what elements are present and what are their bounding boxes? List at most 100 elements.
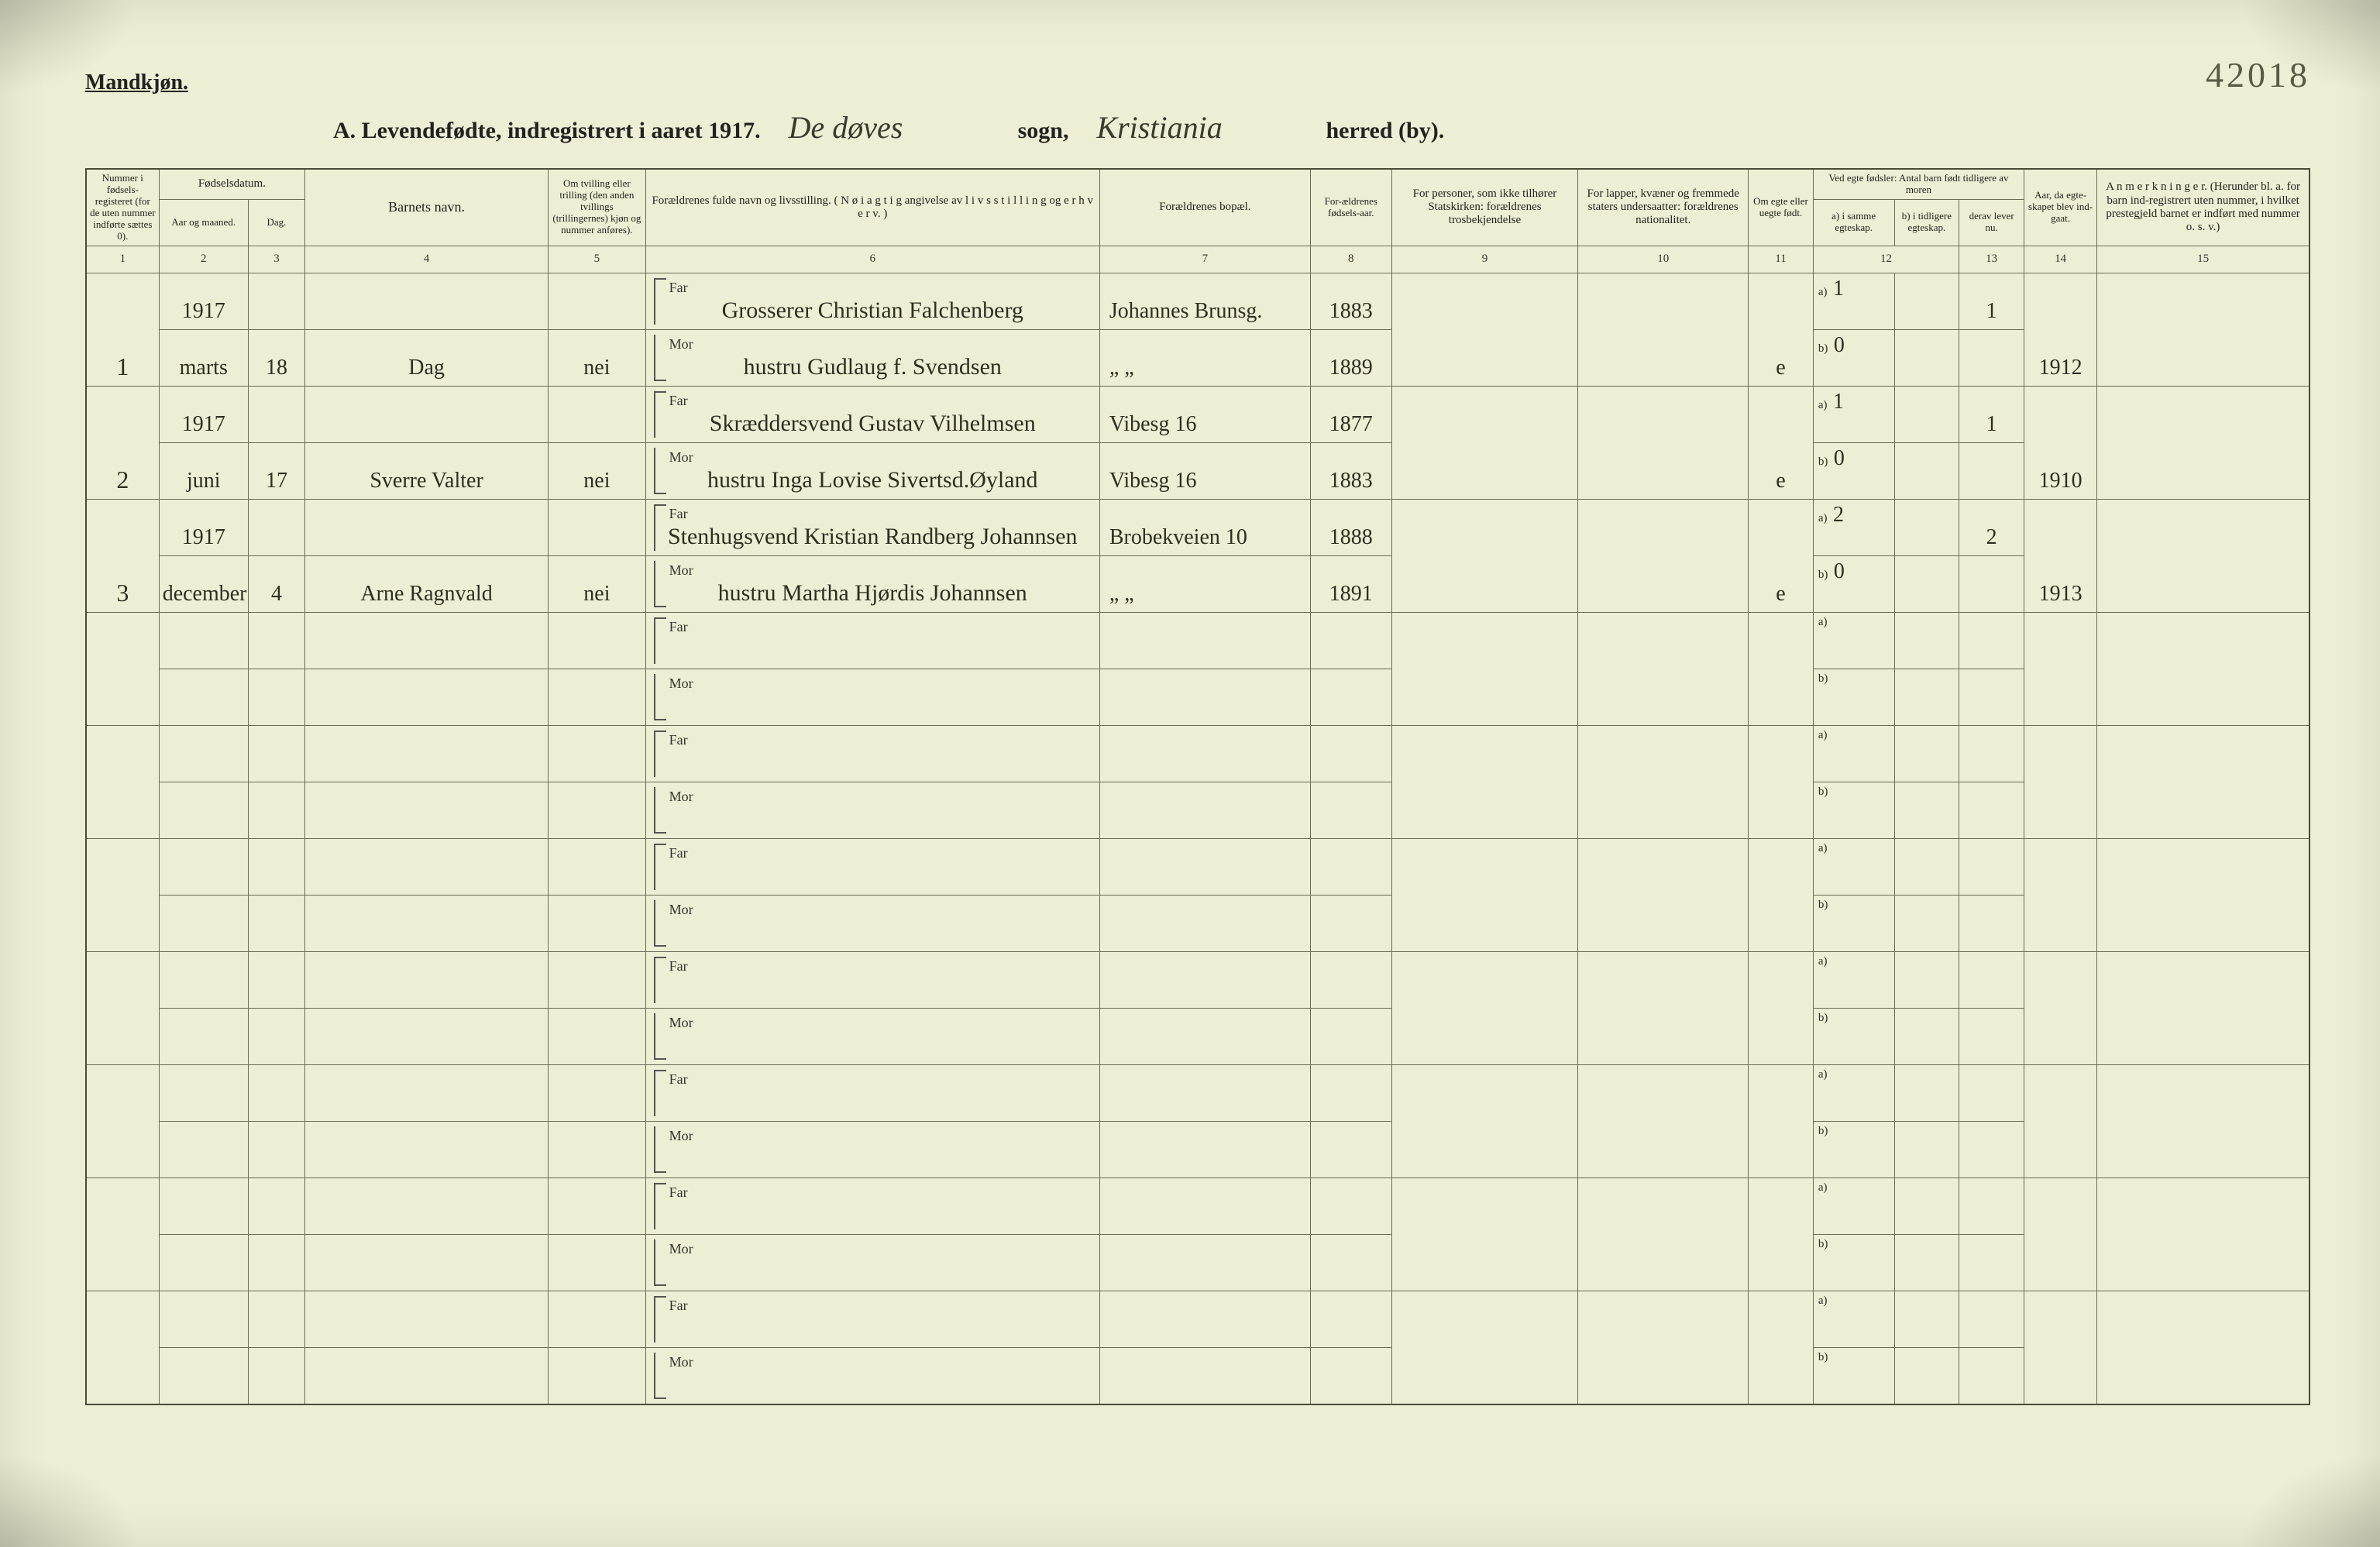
children-b: b) — [1813, 782, 1894, 838]
children-a: a) — [1813, 725, 1894, 782]
colnum: 15 — [2097, 246, 2309, 273]
record-row-mor: juni17Sverre ValterneiMorhustru Inga Lov… — [86, 442, 2309, 499]
mother-cell: Mor — [645, 1121, 1099, 1177]
birth-month: juni — [159, 442, 248, 499]
colnum: 1 — [86, 246, 159, 273]
col-8-header: For-ældrenes fødsels-aar. — [1310, 169, 1391, 246]
col-13-header: derav lever nu. — [1959, 199, 2024, 246]
empty-row-far: Fara) — [86, 612, 2309, 669]
table-head: Nummer i fødsels-registeret (for de uten… — [86, 169, 2309, 273]
children-a: a) 2 — [1813, 499, 1894, 555]
col-5-header: Om tvilling eller trilling (den anden tv… — [549, 169, 646, 246]
remarks — [2097, 499, 2309, 612]
children-living: 2 — [1959, 499, 2024, 555]
children-a: a) — [1813, 838, 1894, 895]
legitimacy: e — [1749, 499, 1814, 612]
residence-mother: Vibesg 16 — [1099, 442, 1310, 499]
record-number: 1 — [86, 273, 159, 386]
colnum: 9 — [1391, 246, 1578, 273]
birth-year: 1917 — [159, 273, 248, 329]
children-a: a) — [1813, 951, 1894, 1008]
empty-row-mor: Mor b) — [86, 1234, 2309, 1291]
title-prefix: A. Levendefødte, indregistrert i aaret 1… — [333, 118, 761, 144]
remarks — [2097, 273, 2309, 386]
mother-birthyear: 1891 — [1310, 555, 1391, 612]
empty-row-far: Fara) — [86, 725, 2309, 782]
col-7-header: Forældrenes bopæl. — [1099, 169, 1310, 246]
record-row-mor: december4Arne RagnvaldneiMorhustru Marth… — [86, 555, 2309, 612]
children-b: b) — [1813, 1234, 1894, 1291]
mother-birthyear: 1883 — [1310, 442, 1391, 499]
colnum: 13 — [1959, 246, 2024, 273]
col-12a-header: a) i samme egteskap. — [1813, 199, 1894, 246]
father-cell: Far — [645, 1177, 1099, 1234]
children-a: a) — [1813, 1291, 1894, 1347]
colnum: 5 — [549, 246, 646, 273]
children-b: b) — [1813, 895, 1894, 951]
residence-mother: „ „ — [1099, 329, 1310, 386]
children-a: a) 1 — [1813, 273, 1894, 329]
mother-cell: Mor — [645, 669, 1099, 725]
colnum: 14 — [2024, 246, 2096, 273]
father-birthyear: 1883 — [1310, 273, 1391, 329]
col-12-top-header: Ved egte fødsler: Antal barn født tidlig… — [1813, 169, 2024, 199]
col-4-header: Barnets navn. — [305, 169, 549, 246]
children-b: b) — [1813, 1008, 1894, 1064]
twin-status: nei — [549, 442, 646, 499]
marriage-year: 1912 — [2024, 273, 2096, 386]
col-11-header: Om egte eller uegte født. — [1749, 169, 1814, 246]
header-row-2: A. Levendefødte, indregistrert i aaret 1… — [85, 109, 2310, 146]
empty-row-mor: Mor b) — [86, 669, 2309, 725]
children-b: b) 0 — [1813, 329, 1894, 386]
shadow — [0, 0, 139, 93]
empty-row-mor: Morb) — [86, 1347, 2309, 1404]
children-b: b) — [1813, 669, 1894, 725]
empty-row-far: Far a) — [86, 838, 2309, 895]
empty-row-mor: Morb) — [86, 1008, 2309, 1064]
col-10-header: For lapper, kvæner og fremmede staters u… — [1578, 169, 1749, 246]
mother-birthyear: 1889 — [1310, 329, 1391, 386]
sogn-label: sogn, — [1018, 118, 1069, 144]
record-row-far: 11917FarGrosserer Christian FalchenbergJ… — [86, 273, 2309, 329]
header-row-1: Mandkjøn. 42018 — [85, 54, 2310, 95]
col-fodselsdatum-header: Fødselsdatum. — [159, 169, 304, 199]
mother-cell: Mor — [645, 1234, 1099, 1291]
children-a: a) 1 — [1813, 386, 1894, 442]
col-9-header: For personer, som ikke tilhører Statskir… — [1391, 169, 1578, 246]
colnum: 3 — [248, 246, 304, 273]
father-cell: Far — [645, 838, 1099, 895]
col-6-header: Forældrenes fulde navn og livsstilling. … — [645, 169, 1099, 246]
birth-day: 18 — [248, 329, 304, 386]
col-15-header: A n m e r k n i n g e r. (Herunder bl. a… — [2097, 169, 2309, 246]
shadow — [0, 1454, 139, 1547]
child-name: Sverre Valter — [305, 442, 549, 499]
col-12b-header: b) i tidligere egteskap. — [1894, 199, 1959, 246]
colnum: 12 — [1813, 246, 1959, 273]
ledger-table: Nummer i fødsels-registeret (for de uten… — [85, 168, 2310, 1405]
empty-row-far: Far a) — [86, 1291, 2309, 1347]
col-3-header: Dag. — [248, 199, 304, 246]
children-b: b) — [1813, 1347, 1894, 1404]
colnum: 10 — [1578, 246, 1749, 273]
children-b: b) 0 — [1813, 442, 1894, 499]
father-cell: Far — [645, 951, 1099, 1008]
residence-mother: „ „ — [1099, 555, 1310, 612]
colnum: 6 — [645, 246, 1099, 273]
birth-month: december — [159, 555, 248, 612]
birth-day: 17 — [248, 442, 304, 499]
residence-father: Brobekveien 10 — [1099, 499, 1310, 555]
colnum: 7 — [1099, 246, 1310, 273]
children-living: 1 — [1959, 386, 2024, 442]
twin-status: nei — [549, 329, 646, 386]
col-1-header: Nummer i fødsels-registeret (for de uten… — [86, 169, 159, 246]
residence-father: Johannes Brunsg. — [1099, 273, 1310, 329]
empty-row-mor: Morb) — [86, 1121, 2309, 1177]
children-b: b) 0 — [1813, 555, 1894, 612]
children-living: 1 — [1959, 273, 2024, 329]
herred-label: herred (by). — [1326, 118, 1444, 144]
father-cell: Far — [645, 1291, 1099, 1347]
empty-row-mor: Morb) — [86, 895, 2309, 951]
sogn-value: De døves — [781, 109, 998, 146]
birth-year: 1917 — [159, 499, 248, 555]
twin-status: nei — [549, 555, 646, 612]
